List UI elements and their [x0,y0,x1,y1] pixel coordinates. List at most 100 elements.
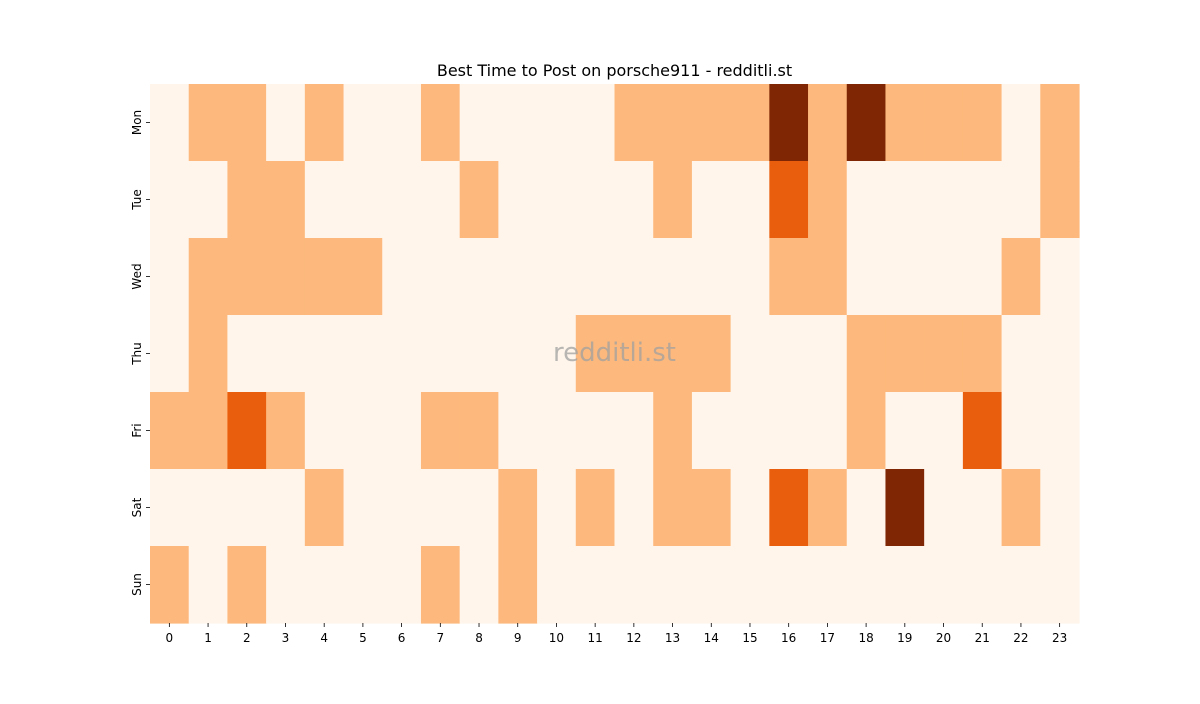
heatmap-cells [150,84,1080,624]
heatmap-cell-tue-22 [1001,161,1041,239]
heatmap-cell-sun-19 [885,546,925,624]
heatmap-cell-mon-4 [304,84,345,162]
heatmap-cell-thu-1 [188,315,229,393]
heatmap-cell-thu-12 [614,315,654,393]
heatmap-cell-fri-17 [808,392,848,470]
heatmap-cell-wed-10 [537,238,577,316]
heatmap-cell-mon-12 [614,84,654,162]
heatmap-cell-sat-20 [924,469,964,547]
heatmap-cell-wed-3 [266,238,306,316]
y-tick-label-fri: Fri [130,423,144,437]
heatmap-cell-sat-14 [691,469,732,547]
x-tick-label-11: 11 [588,631,603,645]
heatmap-cell-sun-5 [343,546,383,624]
heatmap-cell-sun-17 [808,546,848,624]
heatmap-cell-sat-0 [150,469,190,547]
heatmap-cell-sun-11 [575,546,616,624]
heatmap-cell-tue-1 [188,161,229,239]
x-tick-label-23: 23 [1052,631,1067,645]
y-tick-label-mon: Mon [130,110,144,135]
heatmap-cell-sat-11 [575,469,616,547]
heatmap-cell-fri-23 [1040,392,1080,470]
heatmap-cell-thu-11 [575,315,616,393]
x-tick-label-17: 17 [820,631,835,645]
y-tick-label-sun: Sun [130,573,144,596]
chart-title: Best Time to Post on porsche911 - reddit… [437,61,792,80]
heatmap-cell-sat-21 [962,469,1003,547]
heatmap-cell-sat-15 [730,469,770,547]
heatmap-cell-sat-13 [653,469,693,547]
heatmap-cell-mon-9 [498,84,538,162]
heatmap-cell-thu-7 [420,315,461,393]
heatmap-cell-sat-23 [1040,469,1080,547]
heatmap-cell-wed-11 [575,238,616,316]
heatmap-cell-wed-6 [382,238,422,316]
x-tick-label-2: 2 [243,631,251,645]
x-tick-label-0: 0 [166,631,174,645]
heatmap-cell-sun-23 [1040,546,1080,624]
heatmap-cell-thu-23 [1040,315,1080,393]
heatmap-cell-mon-3 [266,84,306,162]
watermark: redditli.st [553,338,676,368]
heatmap-cell-fri-8 [459,392,499,470]
heatmap-cell-sat-18 [846,469,887,547]
heatmap-cell-tue-11 [575,161,616,239]
heatmap-cell-fri-9 [498,392,538,470]
heatmap-cell-sun-10 [537,546,577,624]
heatmap-cell-tue-12 [614,161,654,239]
heatmap-cell-mon-21 [962,84,1003,162]
heatmap-cell-mon-8 [459,84,499,162]
heatmap-cell-sat-7 [420,469,461,547]
heatmap-cell-sun-13 [653,546,693,624]
heatmap-cell-thu-10 [537,315,577,393]
heatmap-cell-sat-12 [614,469,654,547]
x-tick-label-8: 8 [475,631,483,645]
heatmap-cell-wed-21 [962,238,1003,316]
heatmap-cell-mon-17 [808,84,848,162]
heatmap-cell-thu-20 [924,315,964,393]
heatmap-cell-thu-21 [962,315,1003,393]
heatmap-cell-wed-16 [769,238,809,316]
heatmap-cell-sun-4 [304,546,345,624]
heatmap-cell-mon-14 [691,84,732,162]
x-tick-label-10: 10 [549,631,564,645]
heatmap-cell-thu-19 [885,315,925,393]
heatmap-cell-tue-23 [1040,161,1080,239]
heatmap-cell-mon-13 [653,84,693,162]
x-tick-label-1: 1 [204,631,212,645]
heatmap-cell-sun-7 [420,546,461,624]
heatmap-cell-thu-15 [730,315,770,393]
heatmap-cell-mon-22 [1001,84,1041,162]
heatmap-cell-wed-4 [304,238,345,316]
heatmap-cell-wed-13 [653,238,693,316]
x-tick-label-3: 3 [282,631,290,645]
heatmap-cell-mon-16 [769,84,809,162]
heatmap-cell-fri-11 [575,392,616,470]
heatmap-cell-tue-5 [343,161,383,239]
heatmap-cell-thu-9 [498,315,538,393]
heatmap-cell-sun-2 [227,546,267,624]
heatmap-cell-thu-5 [343,315,383,393]
heatmap-cell-sun-9 [498,546,538,624]
x-tick-label-13: 13 [665,631,680,645]
heatmap-cell-fri-2 [227,392,267,470]
x-tick-label-21: 21 [975,631,990,645]
heatmap-cell-fri-3 [266,392,306,470]
x-tick-label-19: 19 [897,631,912,645]
heatmap-cell-fri-5 [343,392,383,470]
heatmap-cell-wed-17 [808,238,848,316]
x-tick-label-16: 16 [781,631,796,645]
heatmap-cell-sun-1 [188,546,229,624]
heatmap-cell-mon-18 [846,84,887,162]
heatmap-cell-mon-0 [150,84,190,162]
heatmap-cell-tue-2 [227,161,267,239]
heatmap-cell-sun-21 [962,546,1003,624]
heatmap-cell-tue-13 [653,161,693,239]
heatmap-cell-sat-6 [382,469,422,547]
heatmap-cell-wed-7 [420,238,461,316]
y-tick-label-tue: Tue [130,189,144,211]
heatmap-cell-fri-21 [962,392,1003,470]
heatmap-cell-fri-12 [614,392,654,470]
heatmap-cell-sat-1 [188,469,229,547]
